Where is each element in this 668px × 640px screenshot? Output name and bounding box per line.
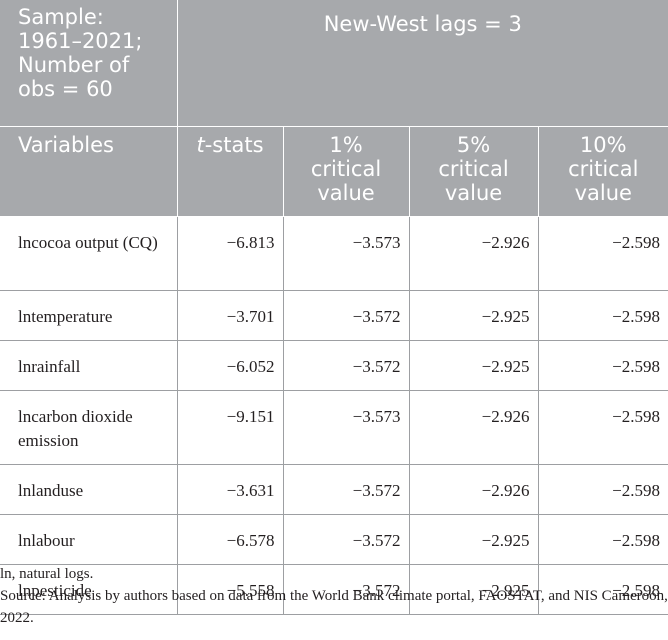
table-row: lnlabour −6.578 −3.572 −2.925 −2.598 [0,514,668,565]
sample-info-header: Sample: 1961–2021; Number of obs = 60 [0,0,178,127]
variable-cell: lncarbon dioxide emission [0,390,178,465]
cv1-cell: −3.573 [282,390,410,465]
header-line: critical [438,157,509,181]
header-line: 10% [579,133,627,157]
cv5-cell: −2.925 [408,514,539,565]
tstat-cell: −5.558 [176,564,284,615]
cv1-cell: −3.572 [282,290,410,341]
table-row: lnrainfall −6.052 −3.572 −2.925 −2.598 [0,340,668,391]
variable-cell: lntemperature [0,290,178,341]
cv1-cell: −3.572 [282,464,410,515]
cv10-cell: −2.598 [537,564,668,615]
critical-10pct-header: 10% critical value [537,126,668,217]
table-row: lnlanduse −3.631 −3.572 −2.926 −2.598 [0,464,668,515]
variable-cell: lnpesticide [0,564,178,615]
cv1-cell: −3.572 [282,340,410,391]
sample-line: Sample: [18,5,104,29]
lags-header: New-West lags = 3 [176,0,668,127]
table-header: Sample: 1961–2021; Number of obs = 60 Ne… [0,0,668,217]
critical-5pct-header: 5% critical value [408,126,539,217]
variable-cell: lncocoa output (CQ) [0,216,178,291]
header-line: critical [310,157,382,181]
table-row: lnpesticide −5.558 −3.572 −2.925 −2.598 [0,564,668,615]
tstats-header-rest: -stats [204,133,264,157]
cv10-cell: −2.598 [537,390,668,465]
tstats-header: t-stats [176,126,284,217]
header-line: critical [568,157,639,181]
cv5-cell: −2.925 [408,290,539,341]
cv10-cell: −2.598 [537,464,668,515]
variable-cell: lnlabour [0,514,178,565]
header-line: value [574,181,632,205]
critical-1pct-header: 1% critical value [282,126,410,217]
cv5-cell: −2.926 [408,216,539,291]
cv5-cell: −2.925 [408,564,539,615]
abbreviation-note: ln, natural logs. [0,566,94,582]
tstat-cell: −6.813 [176,216,284,291]
cv5-cell: −2.926 [408,464,539,515]
tstat-cell: −3.631 [176,464,284,515]
header-line: value [317,181,375,205]
source-note: Source: Analysis by authors based on dat… [0,588,668,626]
table-row: lncarbon dioxide emission −9.151 −3.573 … [0,390,668,465]
cv1-cell: −3.573 [282,216,410,291]
cv10-cell: −2.598 [537,290,668,341]
table-row: lncocoa output (CQ) −6.813 −3.573 −2.926… [0,216,668,291]
variable-cell: lnrainfall [0,340,178,391]
unit-root-test-table: Sample: 1961–2021; Number of obs = 60 Ne… [0,0,668,615]
cv5-cell: −2.926 [408,390,539,465]
tstat-cell: −6.578 [176,514,284,565]
cv10-cell: −2.598 [537,514,668,565]
tstat-cell: −6.052 [176,340,284,391]
header-line: value [444,181,503,205]
variables-header: Variables [0,126,178,217]
header-line: 1% [329,133,363,157]
cv1-cell: −3.572 [282,564,410,615]
sample-line: 1961–2021; [18,29,143,53]
cv1-cell: −3.572 [282,514,410,565]
sample-line: obs = 60 [18,77,113,101]
table-footnotes: ln, natural logs. Source: Analysis by au… [0,563,668,629]
sample-line: Number of [18,53,130,77]
variable-cell: lnlanduse [0,464,178,515]
cv5-cell: −2.925 [408,340,539,391]
tstats-header-italic: t [196,133,205,157]
table-body: lncocoa output (CQ) −6.813 −3.573 −2.926… [0,216,668,615]
tstat-cell: −3.701 [176,290,284,341]
cv10-cell: −2.598 [537,340,668,391]
tstat-cell: −9.151 [176,390,284,465]
table-row: lntemperature −3.701 −3.572 −2.925 −2.59… [0,290,668,341]
cv10-cell: −2.598 [537,216,668,291]
header-line: 5% [456,133,491,157]
